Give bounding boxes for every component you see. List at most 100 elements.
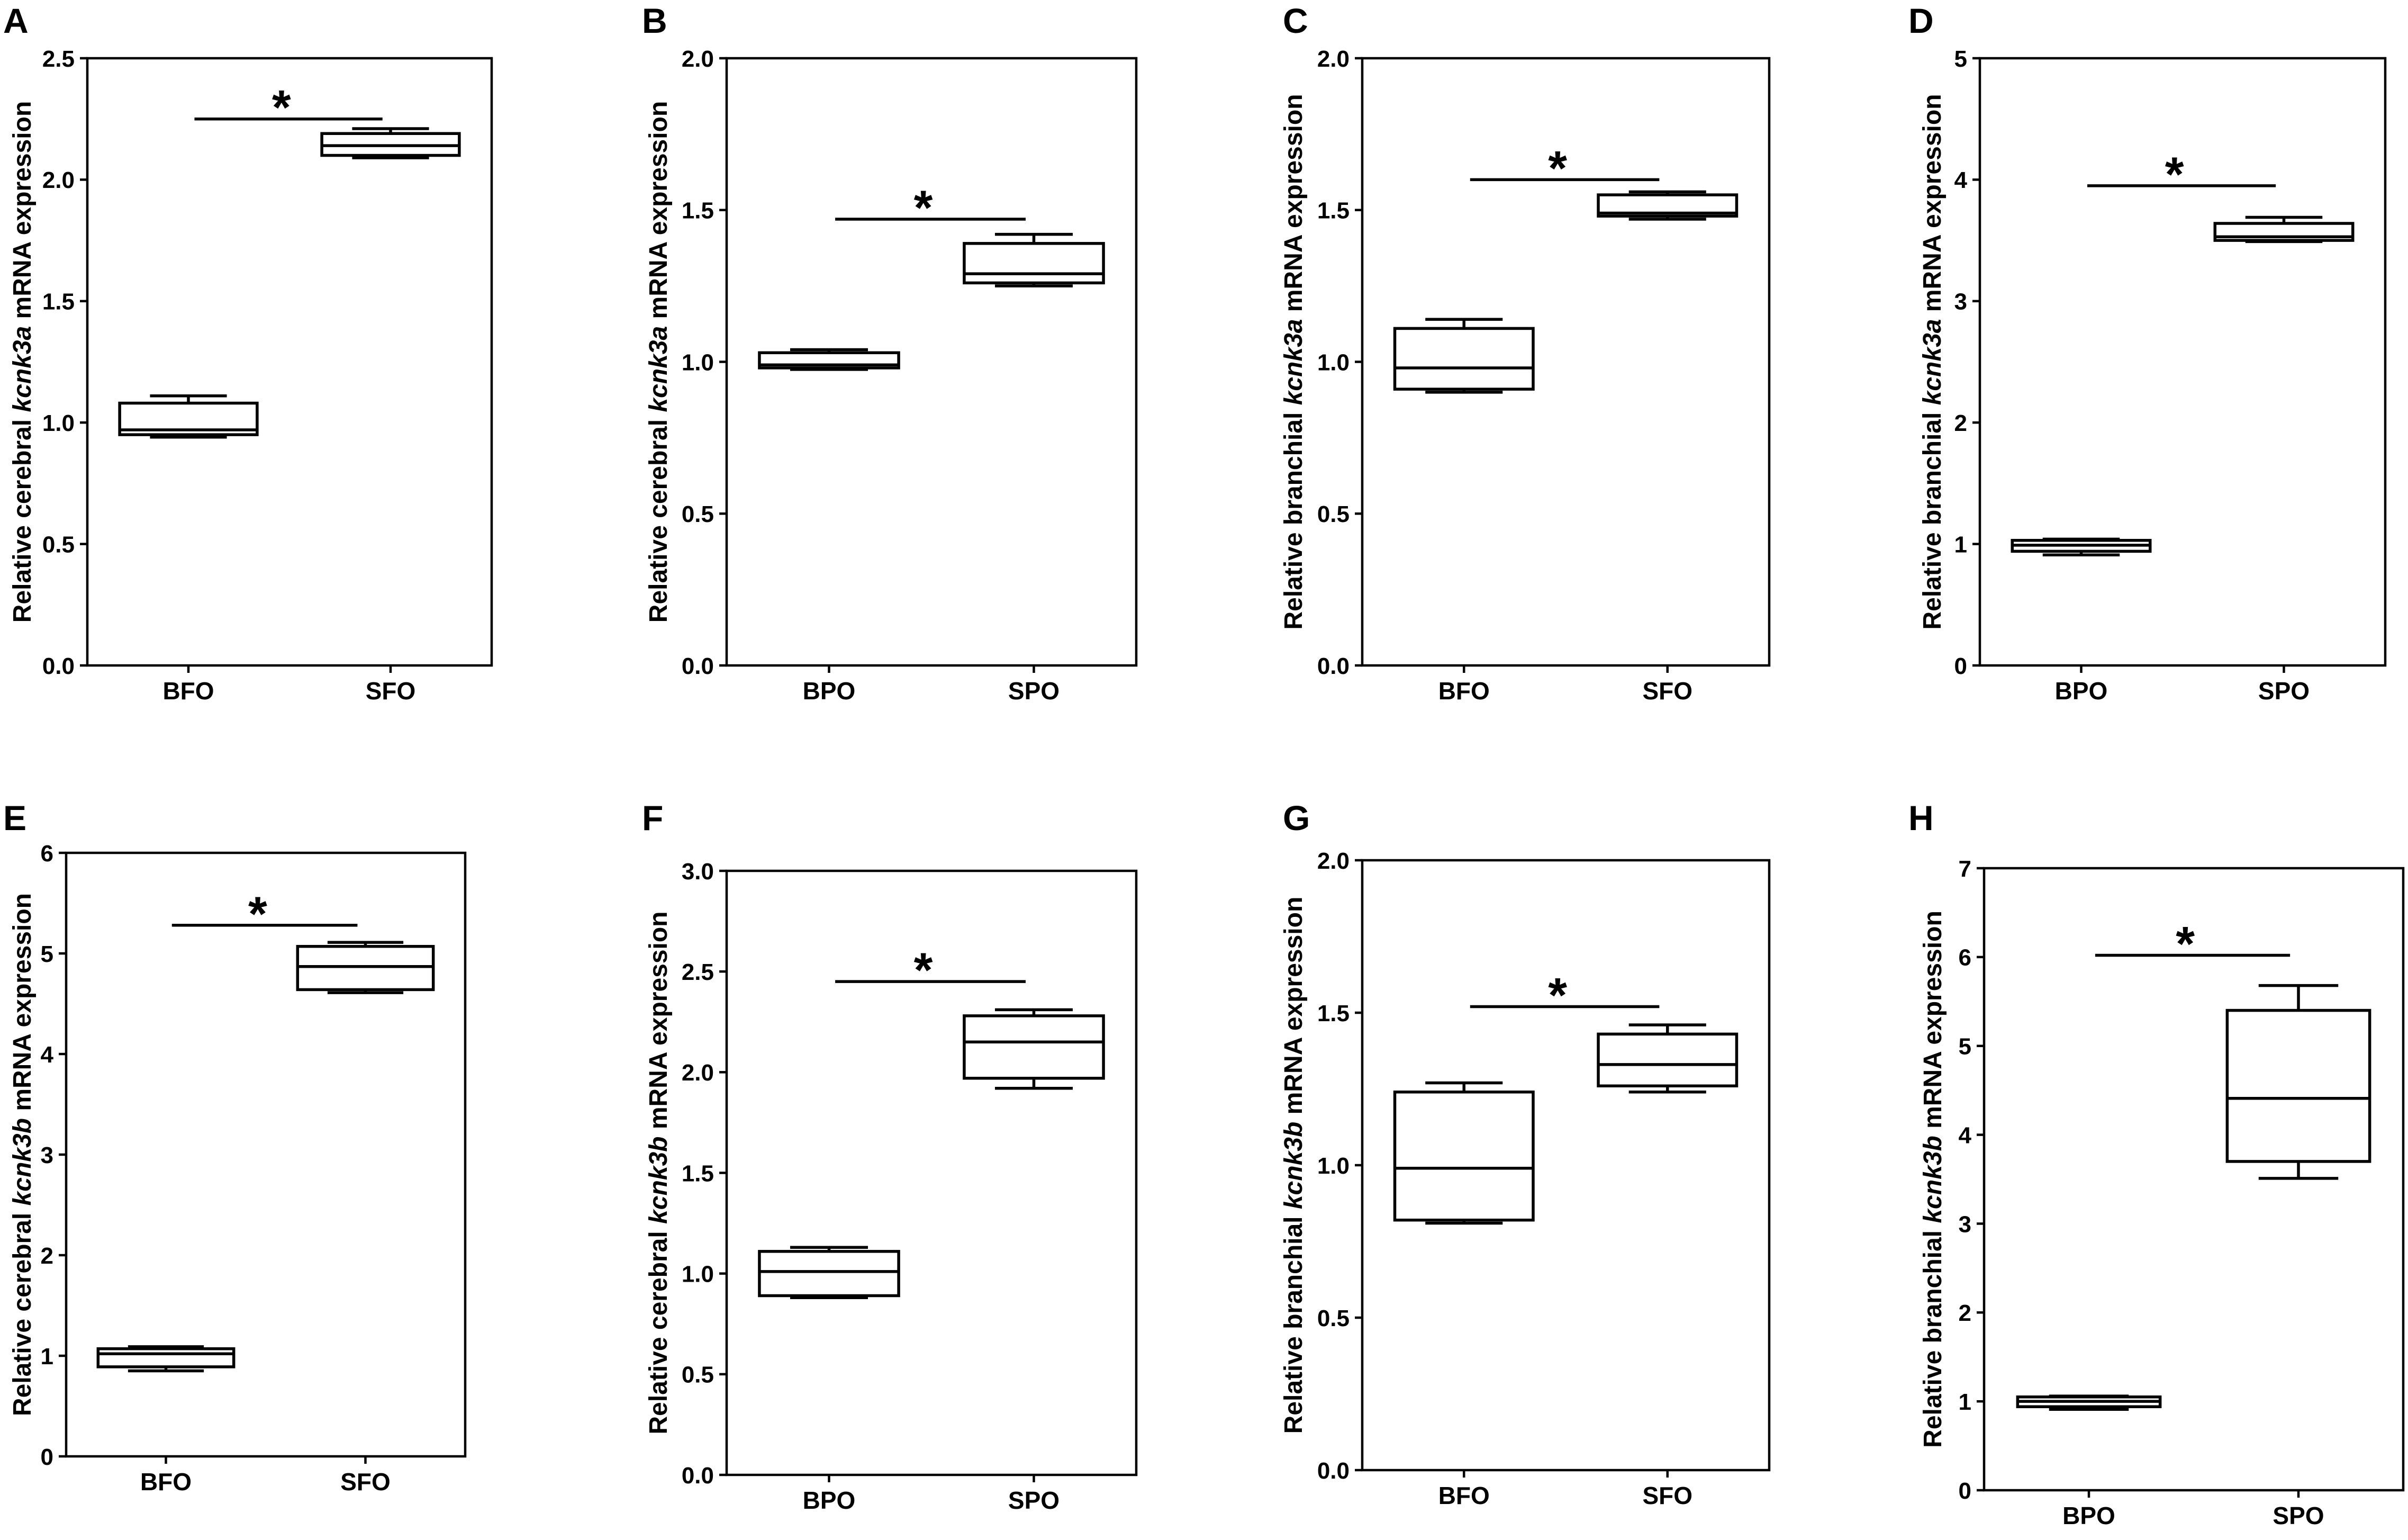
y-tick-label: 2.0 xyxy=(1317,848,1350,874)
iqr-box xyxy=(1393,327,1535,391)
box-spo xyxy=(963,1008,1105,1090)
y-axis-label-prefix: Relative cerebral xyxy=(8,419,37,623)
panel-letter: C xyxy=(1283,1,1308,40)
y-tick-label: 6 xyxy=(1959,945,1971,971)
x-category-label: SFO xyxy=(1642,677,1692,705)
y-tick-label: 0.0 xyxy=(682,653,714,679)
y-tick-label: 0 xyxy=(1959,1478,1971,1504)
panel-g: 0.0 0.5 1.0 1.5 2.0 BFO SFO * G Relative branchia… xyxy=(1280,798,1771,1509)
y-tick-label: 2.0 xyxy=(682,1060,714,1086)
y-tick-label: 1.5 xyxy=(682,198,714,224)
y-axis-label-suffix: mRNA expression xyxy=(8,893,37,1111)
y-tick-label: 2 xyxy=(1959,1300,1971,1326)
significance-asterisk: * xyxy=(1548,968,1567,1022)
y-tick-label: 6 xyxy=(41,841,53,867)
panel-f: 0.0 0.5 1.0 1.5 2.0 2.5 3.0 BPO SPO * F Relative ce… xyxy=(642,798,1138,1514)
y-axis-label-gene: kcnk3a xyxy=(1918,319,1947,406)
significance-asterisk: * xyxy=(272,81,291,135)
y-tick-label: 7 xyxy=(1959,856,1971,882)
y-tick-label: 4 xyxy=(1959,1122,1972,1148)
plot-frame xyxy=(86,57,493,667)
box-bpo xyxy=(758,348,900,371)
y-tick-label: 1.0 xyxy=(682,349,714,375)
y-axis-label-prefix: Relative branchial xyxy=(1280,1216,1308,1434)
y-tick-label: 0 xyxy=(1954,653,1967,679)
y-tick-label: 4 xyxy=(1954,167,1968,193)
x-category-label: BFO xyxy=(162,677,214,705)
panel-letter: E xyxy=(3,798,26,837)
y-axis-label-prefix: Relative branchial xyxy=(1280,412,1308,630)
y-tick-label: 5 xyxy=(41,941,53,967)
box-sfo xyxy=(320,127,461,159)
box-spo xyxy=(963,232,1105,287)
x-category-label: SPO xyxy=(2273,1502,2324,1529)
significance-asterisk: * xyxy=(1548,141,1567,195)
x-category-label: BFO xyxy=(140,1468,192,1496)
y-axis-label: Relative cerebral kcnk3b mRNA expression xyxy=(8,893,37,1416)
y-tick-label: 0.5 xyxy=(1317,1305,1350,1331)
x-category-label: SPO xyxy=(1008,677,1060,705)
plot-frame xyxy=(725,57,1138,667)
y-tick-label: 2 xyxy=(41,1243,53,1269)
y-tick-label: 0.5 xyxy=(42,532,75,557)
panel-letter: B xyxy=(642,1,667,40)
y-axis-label-gene: kcnk3b xyxy=(645,1137,673,1224)
x-category-label: SFO xyxy=(340,1468,391,1496)
plot-frame xyxy=(1361,859,1771,1472)
y-axis-label: Relative branchial kcnk3a mRNA expressio… xyxy=(1918,94,1947,629)
iqr-box xyxy=(118,401,259,436)
y-tick-label: 1.0 xyxy=(1317,349,1350,375)
y-axis-label: Relative branchial kcnk3b mRNA expressio… xyxy=(1280,897,1308,1434)
y-tick-label: 5 xyxy=(1959,1034,1971,1060)
y-axis-label: Relative cerebral kcnk3a mRNA expression xyxy=(8,101,37,623)
iqr-box xyxy=(963,1014,1105,1080)
y-tick-label: 1.0 xyxy=(1317,1153,1350,1179)
box-bpo xyxy=(2016,1394,2162,1411)
y-axis-label-gene: kcnk3b xyxy=(1280,1122,1308,1209)
x-category-label: BPO xyxy=(803,677,856,705)
y-axis-label-suffix: mRNA expression xyxy=(1919,911,1947,1129)
y-tick-label: 0.0 xyxy=(42,653,75,679)
iqr-box xyxy=(758,351,900,370)
plot-frame xyxy=(1978,57,2387,667)
y-axis-label: Relative branchial kcnk3a mRNA expressio… xyxy=(1280,94,1308,629)
y-tick-label: 0.0 xyxy=(682,1463,714,1489)
iqr-box xyxy=(2225,1008,2371,1163)
iqr-box xyxy=(296,944,435,992)
y-tick-label: 0 xyxy=(41,1444,53,1470)
x-category-label: SFO xyxy=(1642,1482,1692,1509)
y-tick-label: 2.0 xyxy=(1317,46,1350,72)
plot-frame xyxy=(65,851,467,1458)
panel-letter: G xyxy=(1283,798,1310,837)
y-axis-label: Relative branchial kcnk3b mRNA expressio… xyxy=(1919,911,1947,1448)
box-bpo xyxy=(2011,537,2152,556)
y-axis-label-suffix: mRNA expression xyxy=(1280,94,1308,312)
box-spo xyxy=(2225,984,2371,1180)
panel-letter: D xyxy=(1908,1,1934,40)
box-sfo xyxy=(296,941,435,994)
box-sfo xyxy=(1597,190,1739,221)
y-tick-label: 0.0 xyxy=(1317,1458,1350,1484)
y-tick-label: 4 xyxy=(41,1042,54,1068)
iqr-box xyxy=(1597,193,1739,218)
iqr-box xyxy=(2213,222,2355,242)
panel-letter: H xyxy=(1908,798,1934,837)
x-category-label: SPO xyxy=(2258,677,2310,705)
y-tick-label: 1 xyxy=(41,1344,53,1370)
y-axis-label-prefix: Relative cerebral xyxy=(645,419,673,623)
panel-a: 0.0 0.5 1.0 1.5 2.0 2.5 BFO SFO * A Relative cereb… xyxy=(3,1,493,705)
panel-b: 0.0 0.5 1.0 1.5 2.0 BPO SPO * B Relative cerebral… xyxy=(642,1,1138,705)
iqr-box xyxy=(1393,1091,1535,1222)
y-tick-label: 1.5 xyxy=(1317,198,1350,224)
significance-asterisk: * xyxy=(914,181,933,235)
panel-c: 0.0 0.5 1.0 1.5 2.0 BFO SFO * C Relative branchia… xyxy=(1280,1,1771,705)
x-category-label: BFO xyxy=(1438,1482,1490,1509)
y-axis-label-gene: kcnk3a xyxy=(1280,319,1308,406)
plot-frame xyxy=(1361,57,1771,667)
box-sfo xyxy=(1597,1023,1739,1094)
y-tick-label: 2.0 xyxy=(42,167,75,193)
y-axis-label-prefix: Relative cerebral xyxy=(645,1231,673,1434)
y-tick-label: 0.0 xyxy=(1317,653,1350,679)
y-axis-label-suffix: mRNA expression xyxy=(8,101,37,319)
